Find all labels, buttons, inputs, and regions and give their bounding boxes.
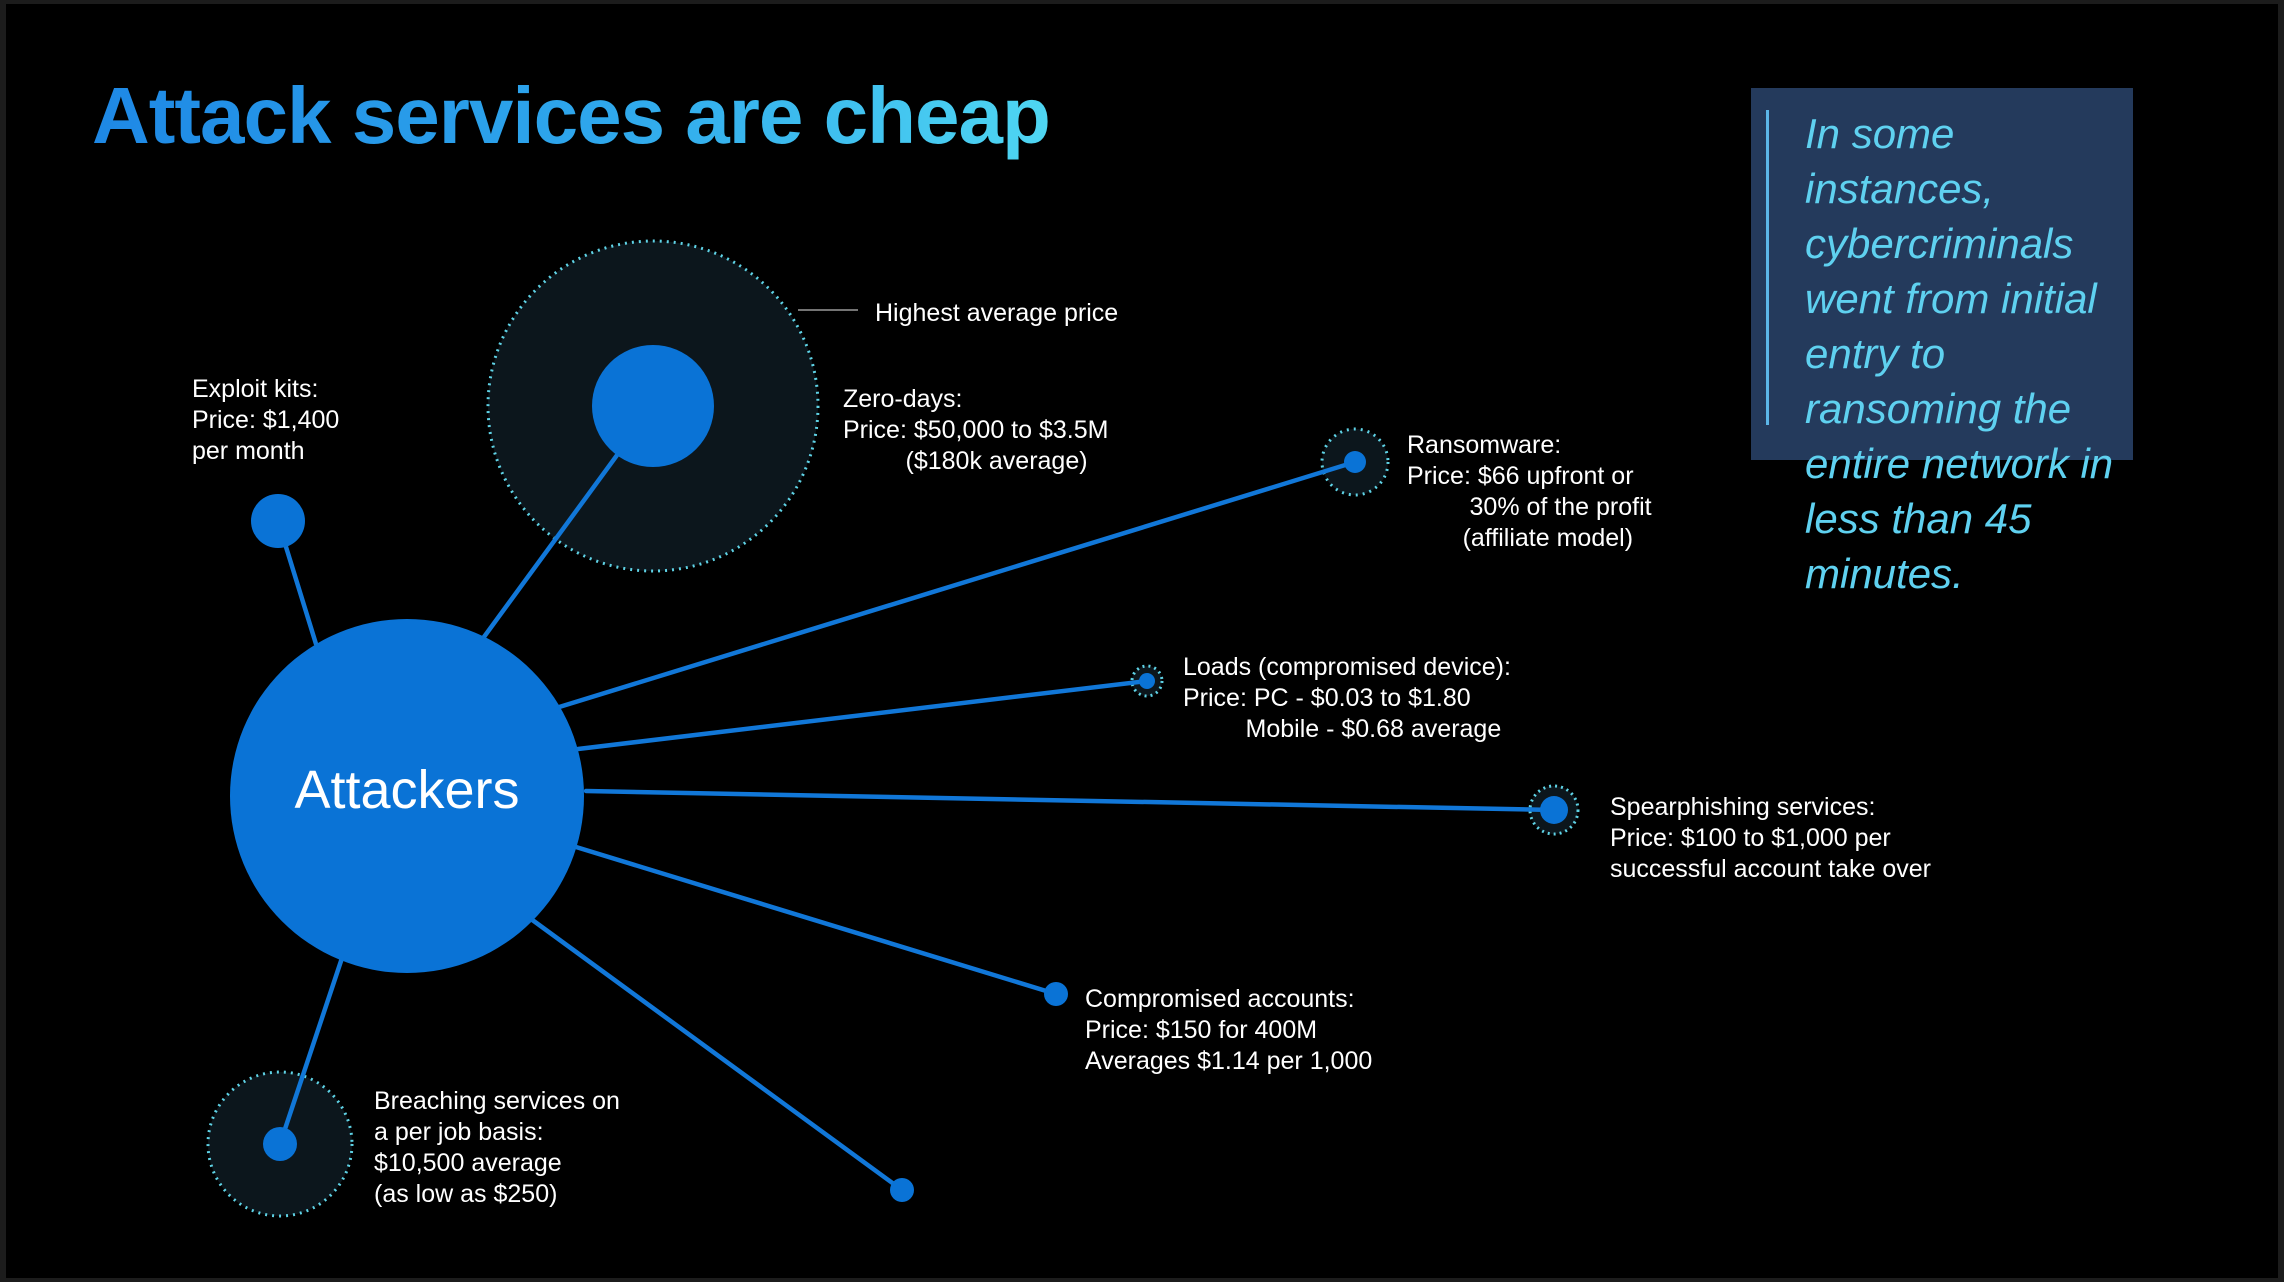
hub-label: Attackers — [294, 760, 520, 820]
ransomware-label: Ransomware: Price: $66 upfront or 30% of… — [1407, 431, 1652, 552]
breaching-label: Breaching services on a per job basis: $… — [374, 1087, 620, 1208]
breaching-node — [263, 1127, 297, 1161]
attack-services-diagram — [206, 239, 1580, 1218]
spearphishing-node — [1540, 796, 1568, 824]
link-breaching — [277, 955, 345, 1147]
exploit-kits-label: Exploit kits: Price: $1,400 per month — [192, 375, 340, 465]
link-bottom — [528, 916, 905, 1193]
bottom-node — [890, 1178, 914, 1202]
ransomware-node — [1344, 451, 1366, 473]
exploit-kits-node — [251, 494, 305, 548]
link-loads — [575, 678, 1150, 752]
attackers-hub — [230, 619, 584, 973]
slide: Attack services are cheap — [6, 4, 2278, 1278]
loads-node — [1139, 673, 1155, 689]
zero-days-label: Zero-days: Price: $50,000 to $3.5M ($180… — [843, 385, 1109, 475]
compromised-accounts-label: Compromised accounts: Price: $150 for 40… — [1085, 985, 1373, 1075]
zero-days-node — [592, 345, 714, 467]
callout-text: In some instances, cybercriminals went f… — [1805, 110, 2114, 597]
callout-box: In some instances, cybercriminals went f… — [1751, 88, 2133, 597]
spearphishing-label: Spearphishing services: Price: $100 to $… — [1610, 793, 1931, 883]
highest-price-annotation: Highest average price — [875, 299, 1119, 327]
callout-accent-bar — [1766, 110, 1769, 425]
link-compromised-accounts — [573, 844, 1059, 997]
slide-title: Attack services are cheap — [92, 71, 1051, 160]
link-ransomware — [553, 459, 1358, 711]
compromised-accounts-node — [1044, 982, 1068, 1006]
loads-label: Loads (compromised device): Price: PC - … — [1183, 653, 1511, 743]
link-spearphishing — [583, 788, 1557, 813]
